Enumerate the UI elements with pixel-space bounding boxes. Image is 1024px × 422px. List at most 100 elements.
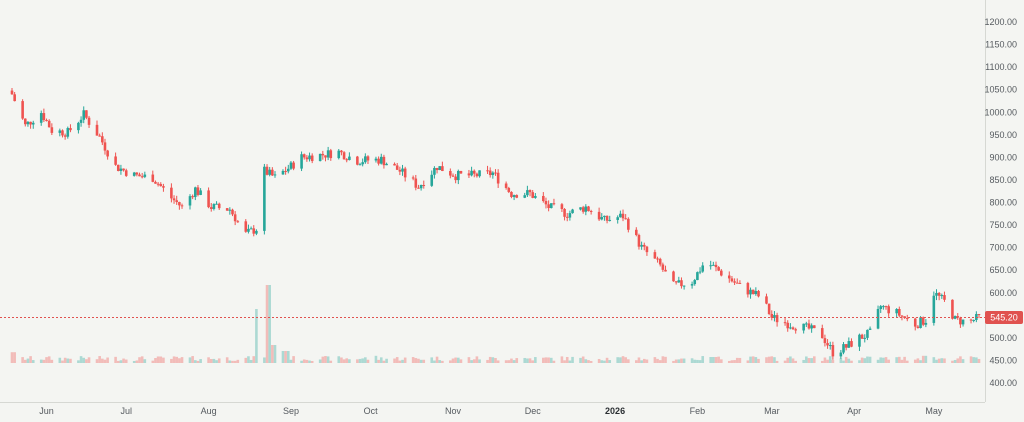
candle-body — [61, 130, 64, 136]
candle-body — [42, 113, 46, 121]
candle-body — [449, 171, 452, 176]
candle-body — [512, 195, 516, 197]
volume-bar — [844, 356, 848, 363]
candle-body — [374, 158, 378, 161]
volume-bar — [969, 356, 973, 363]
candle-body — [318, 153, 322, 162]
volume-bar — [85, 359, 88, 363]
candle-body — [584, 206, 588, 212]
candle-body — [419, 184, 423, 189]
time-tick-label: Aug — [201, 406, 217, 416]
volume-bar — [42, 359, 46, 363]
volume-bar — [953, 359, 957, 363]
candle-body — [720, 270, 723, 276]
volume-bar — [231, 360, 234, 363]
candle-body — [664, 269, 667, 272]
volume-bar — [286, 351, 290, 363]
candle-body — [151, 174, 155, 182]
volume-bar — [300, 360, 303, 363]
volume-bar — [271, 345, 274, 363]
candle-body — [494, 172, 497, 174]
candle-body — [619, 213, 622, 218]
candle-body — [268, 169, 271, 175]
candle-body — [786, 322, 790, 329]
volume-bar — [794, 360, 797, 363]
volume-bar — [690, 358, 694, 363]
candle-body — [39, 113, 43, 123]
volume-bar — [802, 359, 805, 363]
volume-bar — [972, 357, 975, 363]
candle-body — [600, 217, 604, 220]
volume-bar — [544, 357, 548, 363]
volume-bar — [194, 360, 197, 363]
volume-bar — [395, 357, 399, 363]
candle-body — [969, 319, 973, 321]
volume-bar — [178, 358, 181, 363]
candle-body — [470, 170, 473, 176]
candle-body — [475, 173, 479, 177]
candle-body — [441, 166, 444, 172]
volume-bar — [805, 356, 808, 363]
volume-bar — [951, 360, 954, 363]
volume-bar — [366, 359, 370, 363]
candle-body — [921, 317, 925, 325]
time-axis[interactable]: Jun Jul Aug Sep Oct Nov Dec 2026 Feb Mar Apr May — [39, 406, 943, 416]
candle-body — [342, 152, 346, 160]
volume-bar — [116, 360, 120, 363]
volume-bar — [39, 359, 43, 363]
candle-body — [135, 172, 139, 175]
candle-body — [696, 272, 699, 281]
volume-bar — [919, 360, 922, 363]
volume-bar — [616, 357, 620, 363]
volume-bar — [749, 356, 752, 363]
volume-bar — [454, 357, 457, 363]
volume-bar — [603, 360, 606, 363]
volume-bar — [783, 360, 787, 363]
candle-body — [956, 316, 960, 318]
candle-body — [395, 165, 399, 170]
candle-body — [961, 319, 965, 325]
volume-bar — [656, 358, 659, 363]
candle-body — [457, 170, 460, 181]
candle-body — [58, 130, 62, 133]
volume-bar — [581, 356, 585, 363]
candle-body — [188, 196, 192, 206]
price-tick-label: 750.00 — [989, 220, 1017, 230]
candle-body — [571, 209, 574, 214]
price-axis[interactable]: 1200.00 1150.00 1100.00 1050.00 1000.00 950.0… — [984, 17, 1017, 388]
candle-body — [321, 153, 325, 156]
volume-bar — [720, 359, 723, 363]
candle-body — [472, 170, 476, 174]
candle-body — [26, 121, 30, 125]
candle-body — [624, 218, 627, 220]
candle-body — [549, 203, 553, 209]
candle-body — [959, 317, 962, 325]
candle-body — [305, 157, 309, 160]
volume-bar — [61, 360, 64, 363]
volume-bar — [379, 357, 383, 363]
volume-bar — [757, 358, 760, 363]
candle-body — [358, 164, 362, 166]
candle-body — [496, 172, 500, 184]
candle-body — [621, 213, 625, 219]
candle-body — [977, 314, 981, 316]
candle-body — [329, 150, 333, 159]
volume-bar — [135, 360, 139, 363]
candle-body — [289, 162, 293, 169]
volume-bar — [326, 356, 330, 363]
candle-body — [812, 325, 816, 329]
time-tick-label: Apr — [847, 406, 861, 416]
volume-bar — [457, 357, 460, 363]
candle-body — [645, 246, 649, 253]
candle-body — [844, 344, 848, 348]
volume-bar — [943, 358, 946, 363]
volume-bar — [775, 360, 779, 363]
volume-bar — [170, 358, 173, 363]
candle-body — [709, 265, 712, 267]
volume-bar — [653, 357, 657, 363]
candle-body — [677, 280, 681, 283]
volume-bar — [924, 355, 928, 363]
volume-bar — [526, 358, 529, 363]
candle-body — [124, 170, 128, 176]
